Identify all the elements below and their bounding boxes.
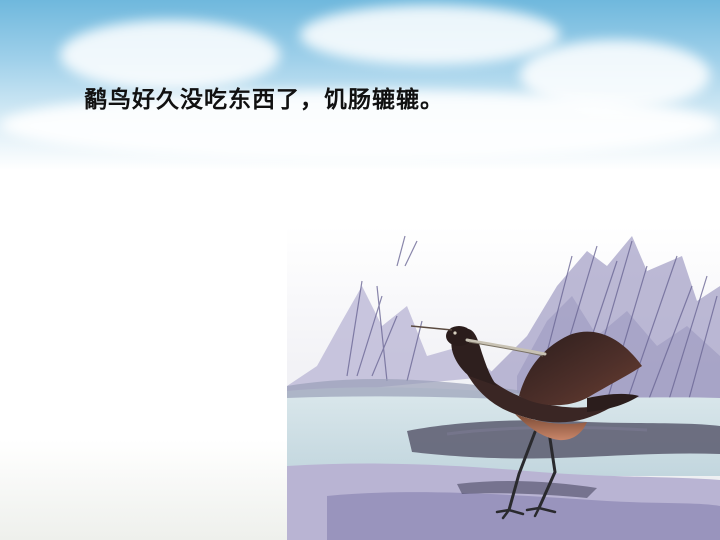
foreground-shadow bbox=[327, 492, 720, 540]
sky-background bbox=[0, 0, 720, 170]
bird-eye bbox=[453, 331, 457, 335]
cloud bbox=[300, 5, 560, 65]
bird-wing-tip bbox=[587, 393, 639, 412]
bird-leg bbox=[537, 430, 557, 510]
bird-wing bbox=[519, 331, 642, 406]
slide-caption: 鹬鸟好久没吃东西了，饥肠辘辘。 bbox=[84, 87, 444, 113]
bird-leg bbox=[507, 430, 537, 512]
bird-belly bbox=[515, 414, 587, 441]
sandpiper-illustration bbox=[287, 226, 720, 540]
bird-beak-shadow bbox=[468, 341, 544, 357]
sandpiper-bird bbox=[410, 325, 642, 520]
bottom-left-fade bbox=[0, 440, 290, 540]
foreground-dark bbox=[457, 481, 597, 498]
cloud bbox=[0, 90, 720, 160]
twig bbox=[410, 325, 453, 331]
bird-head bbox=[446, 326, 472, 346]
bird-foot bbox=[495, 508, 525, 520]
cloud bbox=[60, 20, 280, 90]
bird-beak bbox=[465, 338, 547, 356]
bird-foot bbox=[525, 506, 557, 518]
